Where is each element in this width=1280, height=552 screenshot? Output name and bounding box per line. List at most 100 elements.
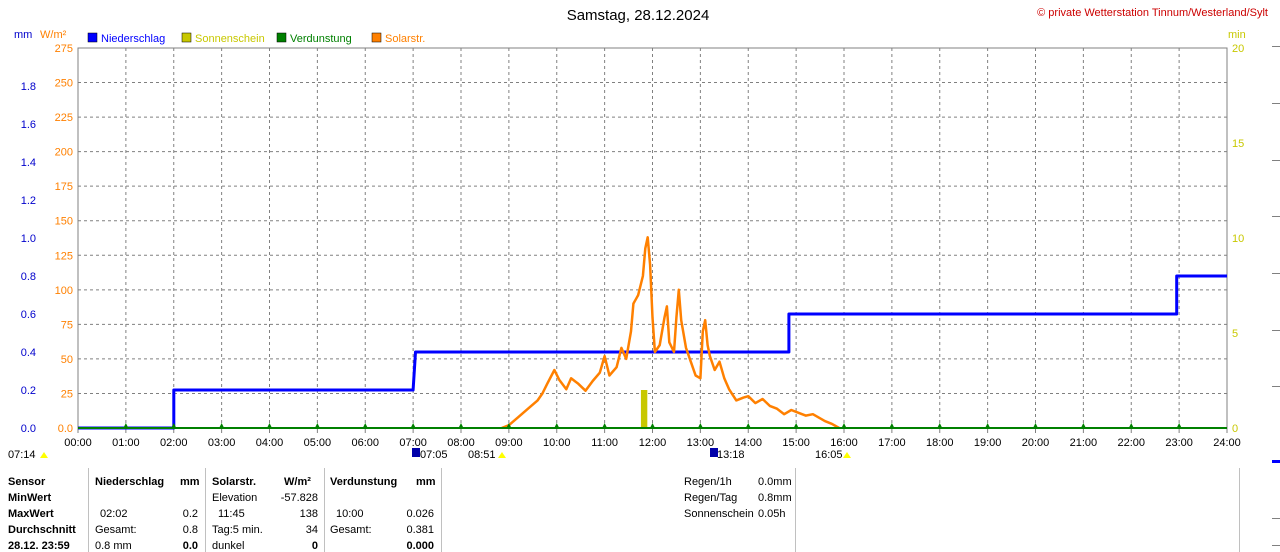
sensor-row-min: MinWert — [8, 492, 52, 504]
evap-marker — [458, 423, 464, 428]
x-tick-label: 16:00 — [830, 437, 858, 449]
evap-marker — [219, 423, 225, 428]
evap-marker — [1033, 423, 1038, 428]
x-tick-label: 04:00 — [256, 437, 284, 449]
sunset-time: 16:05 — [815, 449, 843, 461]
summary-rain-1h-label: Regen/1h — [684, 476, 732, 488]
evap-marker — [123, 423, 129, 428]
x-tick-label: 05:00 — [304, 437, 332, 449]
x-tick-label: 21:00 — [1070, 437, 1098, 449]
evap-marker — [1128, 423, 1134, 428]
sunshine-bar — [640, 390, 645, 428]
y-tick-mm: 0.0 — [21, 423, 36, 435]
sunshine-bar — [643, 390, 648, 428]
x-tick-label: 06:00 — [351, 437, 379, 449]
sunrise-time: 07:14 — [8, 449, 36, 461]
sensor-header: Sensor — [8, 476, 46, 488]
grid-lines — [77, 47, 1228, 429]
solar-now-label: dunkel — [212, 540, 245, 552]
legend-label: Verdunstung — [290, 33, 352, 45]
evap-marker — [554, 423, 560, 428]
x-tick-label: 22:00 — [1117, 437, 1145, 449]
noon-time: 08:51 — [468, 449, 496, 461]
y-tick-min: 20 — [1232, 43, 1244, 55]
legend-label: Niederschlag — [101, 33, 165, 45]
rain-max-time: 02:02 — [100, 508, 128, 520]
rain-avg-value: 0.8 — [182, 524, 198, 536]
y-tick-wm2: 25 — [61, 388, 73, 400]
rain-now-label: 0.8 mm — [95, 540, 132, 552]
x-tick-label: 24:00 — [1213, 437, 1241, 449]
summary-sun-value: 0.05h — [758, 508, 786, 520]
evap-marker — [362, 423, 368, 428]
x-tick-label: 02:00 — [160, 437, 188, 449]
solar-avg-label: Tag:5 min. — [212, 524, 263, 536]
evap-marker — [985, 423, 991, 428]
solar-min-label: Elevation — [212, 492, 258, 504]
y-tick-mm: 1.4 — [21, 157, 36, 169]
right-edge-blue-marker — [1272, 460, 1280, 463]
moon-icon-right — [710, 448, 718, 457]
evap-avg-value: 0.381 — [406, 524, 434, 536]
solar-max-time: 11:45 — [218, 508, 245, 520]
evap-marker — [793, 423, 799, 428]
legend-swatch — [371, 32, 382, 43]
x-tick-label: 09:00 — [495, 437, 523, 449]
y-tick-mm: 0.8 — [21, 271, 36, 283]
y-tick-min: 0 — [1232, 423, 1238, 435]
y-tick-wm2: 100 — [55, 285, 73, 297]
unit-min-label: min — [1228, 29, 1246, 41]
chart-legend: Niederschlag Sonnenschein Verdunstung Solar… — [87, 32, 425, 45]
summary-rain-1h-value: 0.0mm — [758, 476, 792, 488]
weather-chart: Samstag, 28.12.2024 © private Wetterstat… — [8, 7, 1268, 461]
unit-wm2-label: W/m² — [40, 29, 67, 41]
plot-area — [78, 236, 1227, 430]
summary-rain-day-label: Regen/Tag — [684, 492, 738, 504]
y-tick-wm2: 125 — [55, 250, 73, 262]
x-tick-label: 20:00 — [1022, 437, 1050, 449]
evap-marker — [1080, 423, 1086, 428]
evap-marker — [1176, 423, 1182, 428]
rain-now-value: 0.0 — [182, 540, 198, 552]
series-line-solar — [501, 236, 840, 430]
series-line-rain — [78, 274, 1227, 430]
legend-label: Solarstr. — [385, 33, 425, 45]
solar-min-value: -57.828 — [280, 492, 318, 504]
x-tick-label: 19:00 — [974, 437, 1002, 449]
evap-avg-label: Gesamt: — [330, 524, 372, 536]
y-tick-wm2: 75 — [61, 319, 73, 331]
sensor-row-max: MaxWert — [8, 508, 54, 520]
evap-max-value: 0.026 — [406, 508, 434, 520]
y-tick-min: 10 — [1232, 233, 1244, 245]
y-tick-mm: 0.4 — [21, 347, 36, 359]
evap-marker — [937, 423, 943, 428]
solar-avg-value: 34 — [305, 524, 318, 536]
solar-now-value: 0 — [311, 540, 318, 552]
y-axes: 0.00.20.40.60.81.01.21.41.61.80.02550751… — [21, 43, 1245, 435]
x-tick-label: 14:00 — [734, 437, 762, 449]
y-tick-mm: 1.0 — [21, 233, 36, 245]
evap-marker — [745, 423, 751, 428]
legend-swatch — [87, 32, 98, 43]
legend-swatch — [276, 32, 287, 43]
sensor-row-now: 28.12. 23:59 — [8, 540, 70, 552]
x-tick-label: 00:00 — [64, 437, 92, 449]
y-tick-wm2: 50 — [61, 354, 73, 366]
x-tick-label: 15:00 — [782, 437, 810, 449]
x-tick-label: 01:00 — [112, 437, 140, 449]
chart-title: Samstag, 28.12.2024 — [567, 7, 710, 24]
x-tick-label: 10:00 — [543, 437, 571, 449]
x-tick-label: 08:00 — [447, 437, 475, 449]
y-tick-wm2: 175 — [55, 181, 73, 193]
evap-marker — [506, 423, 512, 428]
solar-header: Solarstr. — [212, 476, 257, 488]
legend-swatch — [181, 32, 192, 43]
rain-header: Niederschlag — [95, 476, 165, 488]
evap-marker — [171, 423, 177, 428]
evap-marker — [314, 423, 320, 428]
copyright-text: © private Wetterstation Tinnum/Westerlan… — [1037, 7, 1268, 19]
evap-marker — [841, 423, 847, 428]
summary-sun-label: Sonnenschein — [684, 508, 754, 520]
y-tick-mm: 0.6 — [21, 309, 36, 321]
x-tick-label: 11:00 — [591, 437, 618, 449]
